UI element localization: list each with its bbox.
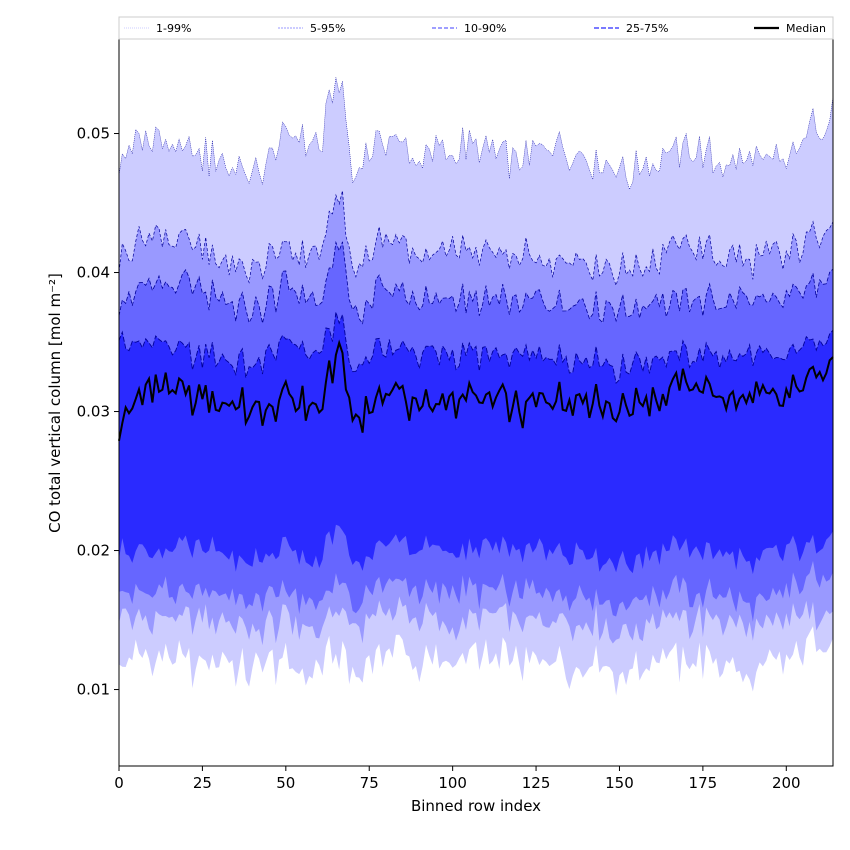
plot-area: [118, 77, 834, 696]
x-axis-label: Binned row index: [411, 797, 541, 815]
x-tick-label: 0: [114, 774, 124, 792]
y-tick-label: 0.05: [77, 125, 110, 143]
x-tick-label: 175: [689, 774, 718, 792]
edge-line-p95: [118, 190, 834, 287]
x-tick-label: 100: [438, 774, 467, 792]
median-line: [118, 339, 834, 441]
y-axis-ticks: 0.01 0.02 0.03 0.04 0.05: [77, 125, 119, 699]
edge-line-p75: [118, 311, 834, 385]
x-axis-ticks: 0 25 50 75 100 125 150 175 200: [114, 766, 801, 792]
y-axis-label: CO total vertical column [mol m⁻²]: [46, 273, 64, 533]
legend: 1-99% 5-95% 10-90% 25-75% Median: [118, 16, 834, 40]
x-tick-label: 125: [522, 774, 551, 792]
y-tick-label: 0.02: [77, 542, 110, 560]
x-tick-label: 75: [360, 774, 379, 792]
legend-label-median: Median: [786, 22, 826, 35]
band-25-75: [119, 312, 833, 575]
x-tick-label: 150: [605, 774, 634, 792]
legend-label-10-90: 10-90%: [464, 22, 506, 35]
edge-line-p99: [118, 77, 834, 191]
legend-label-1-99: 1-99%: [156, 22, 191, 35]
y-tick-label: 0.04: [77, 264, 110, 282]
x-tick-label: 200: [772, 774, 801, 792]
legend-label-5-95: 5-95%: [310, 22, 345, 35]
y-tick-label: 0.01: [77, 681, 110, 699]
y-tick-label: 0.03: [77, 403, 110, 421]
x-tick-label: 25: [193, 774, 212, 792]
legend-label-25-75: 25-75%: [626, 22, 668, 35]
x-tick-label: 50: [276, 774, 295, 792]
legend-frame: [118, 16, 834, 40]
edge-line-p90: [118, 240, 834, 325]
